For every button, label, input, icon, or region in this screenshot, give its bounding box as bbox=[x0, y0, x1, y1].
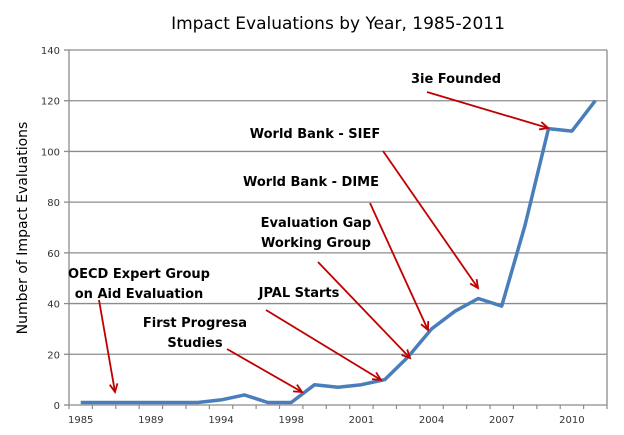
annotation-label: 3ie Founded bbox=[411, 72, 501, 87]
annotation: JPAL Starts bbox=[258, 286, 383, 382]
annotation: OECD Expert Group on Aid Evaluation bbox=[68, 267, 210, 395]
y-tick-label: 40 bbox=[47, 300, 60, 311]
series-group bbox=[80, 99, 597, 405]
x-tick-label: 2010 bbox=[559, 415, 584, 426]
annotation-arrow bbox=[369, 202, 429, 331]
annotation-label: World Bank - DIME bbox=[243, 175, 379, 190]
annotation: World Bank - SIEF bbox=[250, 127, 480, 290]
arrowhead-icon bbox=[420, 320, 430, 332]
annotation-label: First Progresa bbox=[143, 316, 247, 331]
annotation-arrow bbox=[426, 91, 549, 129]
gridlines bbox=[69, 49, 607, 355]
y-tick-label: 100 bbox=[41, 147, 60, 158]
annotation-label: OECD Expert Group bbox=[68, 267, 210, 282]
annotation: First Progresa Studies bbox=[143, 316, 304, 394]
y-tick-label: 0 bbox=[54, 401, 60, 412]
x-tick-label: 1998 bbox=[278, 415, 303, 426]
annotations-group: OECD Expert Group on Aid Evaluation First … bbox=[68, 72, 550, 395]
annotation-arrow bbox=[382, 150, 479, 289]
annotation-arrow bbox=[317, 261, 411, 359]
y-tick-label: 80 bbox=[47, 198, 60, 209]
annotation-label: JPAL Starts bbox=[258, 286, 340, 301]
annotation-label: Working Group bbox=[261, 236, 371, 251]
y-tick-label: 120 bbox=[41, 97, 60, 108]
x-tick-label: 1994 bbox=[208, 415, 233, 426]
x-tick-label: 1989 bbox=[138, 415, 163, 426]
arrowhead-icon bbox=[292, 384, 304, 394]
annotation-label: on Aid Evaluation bbox=[75, 287, 204, 302]
annotation-label: Evaluation Gap bbox=[261, 216, 372, 231]
annotation-arrow bbox=[226, 348, 303, 393]
annotation: 3ie Founded bbox=[411, 72, 550, 131]
arrowhead-icon bbox=[538, 121, 550, 131]
arrowhead-icon bbox=[469, 278, 480, 290]
x-tick-label: 2007 bbox=[489, 415, 514, 426]
annotation-label: World Bank - SIEF bbox=[250, 127, 381, 142]
annotation-label: Studies bbox=[167, 336, 222, 351]
y-tick-label: 20 bbox=[47, 350, 60, 361]
x-tick-label: 2001 bbox=[349, 415, 374, 426]
y-tick-label: 60 bbox=[47, 249, 60, 260]
y-tick-label: 140 bbox=[41, 46, 60, 57]
x-tick-label: 1985 bbox=[68, 415, 93, 426]
annotation: World Bank - DIME bbox=[243, 175, 430, 332]
y-axis-label: Number of Impact Evaluations bbox=[15, 122, 31, 335]
axes bbox=[68, 50, 608, 406]
arrowhead-icon bbox=[371, 371, 383, 382]
annotation: Evaluation Gap Working Group bbox=[261, 216, 412, 360]
annotation-arrow bbox=[265, 309, 382, 381]
arrowhead-icon bbox=[401, 349, 412, 360]
annotation-arrow bbox=[98, 299, 116, 393]
y-axis-ticks: 0 20 40 60 80 100 120 140 bbox=[41, 46, 69, 412]
x-axis-ticks: 1985 1989 1994 1998 2001 2004 2007 2010 bbox=[68, 405, 608, 426]
x-tick-label: 2004 bbox=[419, 415, 444, 426]
arrowhead-icon bbox=[109, 383, 119, 395]
series-line bbox=[80, 99, 597, 405]
chart-title: Impact Evaluations by Year, 1985-2011 bbox=[171, 14, 505, 34]
